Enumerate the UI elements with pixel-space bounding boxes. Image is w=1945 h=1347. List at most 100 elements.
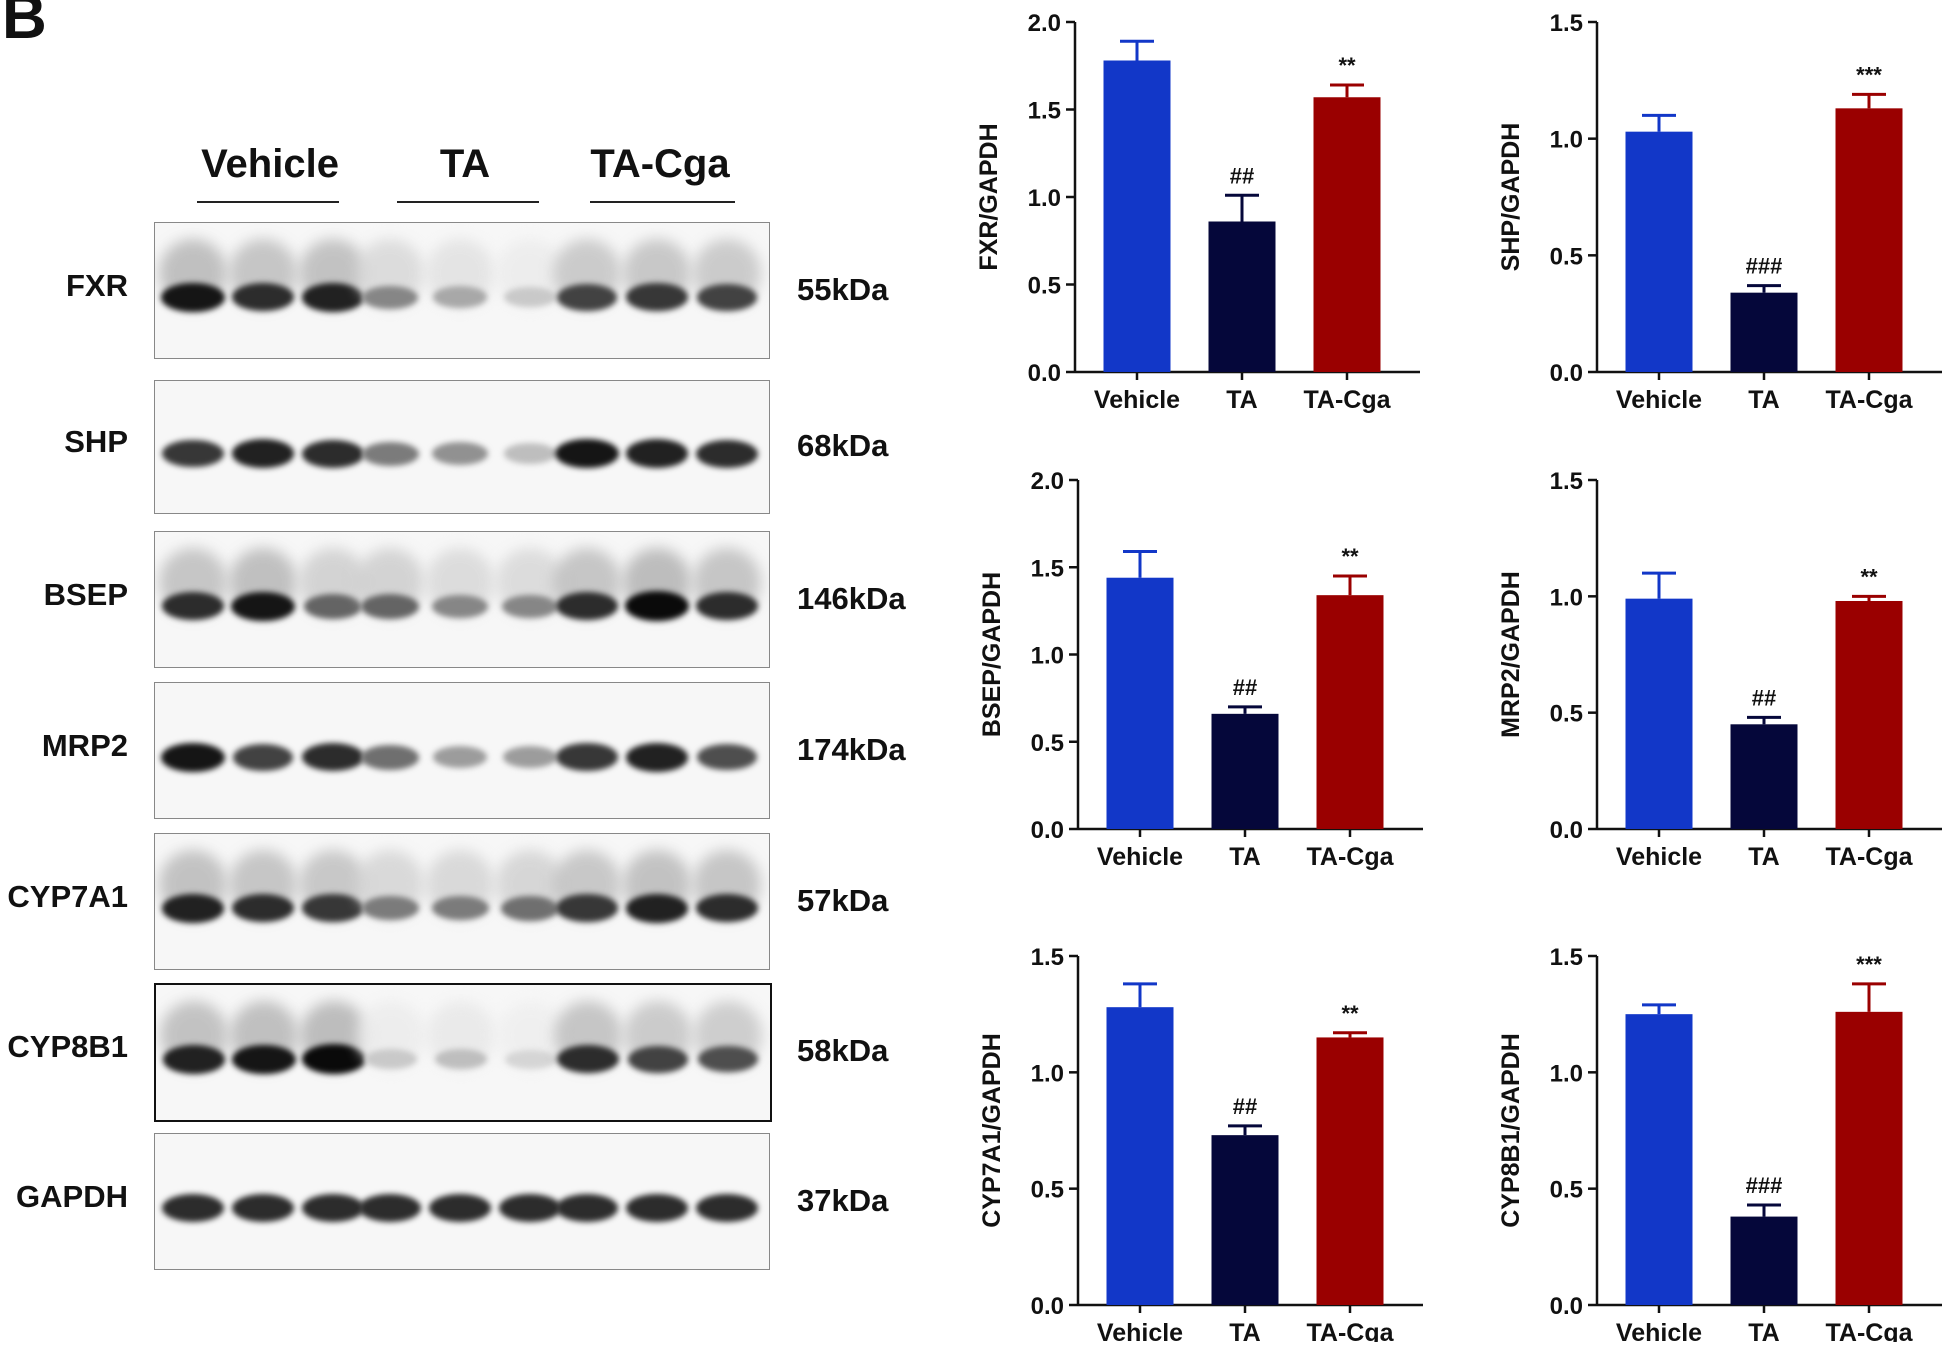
bar-ta-cga [1835,108,1903,372]
y-tick-label: 0.5 [1031,1177,1064,1204]
y-tick-label: 0.0 [1550,360,1583,387]
protein-band [696,592,758,621]
protein-band [232,1194,294,1223]
protein-band [499,1194,561,1223]
y-tick-label: 2.0 [1028,10,1061,37]
bar-ta [1730,292,1798,372]
y-tick-label: 0.5 [1550,1177,1583,1204]
protein-label-gapdh: GAPDH [16,1178,128,1214]
bar-ta-cga [1835,1011,1903,1305]
y-tick-label: 0.0 [1550,1293,1583,1320]
protein-band [302,894,364,923]
bar-vehicle [1625,1014,1693,1305]
protein-band [503,287,557,308]
protein-band [232,894,294,923]
protein-band [502,746,558,769]
y-tick-label: 1.0 [1028,185,1061,212]
bar-ta-cga [1835,600,1903,829]
protein-band [697,744,757,771]
y-axis-label: SHP/GAPDH [1497,123,1525,272]
significance-marker: ** [1341,1001,1359,1026]
protein-band [361,744,419,770]
protein-band [556,592,618,621]
bar-chart-mrp2: 0.0 0.5 1.0 1.5 MRP2/GAPDH Vehicle ## TA ** TA-Cg… [1497,468,1942,871]
protein-band [429,1194,491,1223]
x-tick-label: TA-Cga [1306,1319,1394,1342]
blot-row-cyp7a1: CYP7A1 57kDa [0,833,960,970]
protein-label-fxr: FXR [66,267,128,303]
x-tick-label: Vehicle [1616,1319,1702,1342]
protein-band [434,1049,488,1070]
y-tick-label: 1.5 [1031,944,1064,971]
protein-band [431,594,489,618]
molecular-weight-label-cyp8b1: 58kDa [797,1032,889,1068]
bar-ta [1211,1135,1279,1305]
protein-band [696,283,758,311]
significance-marker: *** [1856,62,1882,87]
y-tick-label: 0.5 [1031,730,1064,757]
molecular-weight-label-fxr: 55kDa [797,271,889,307]
panel-letter: B [2,0,47,52]
protein-band [696,1194,758,1223]
x-tick-label: Vehicle [1097,843,1183,871]
protein-band [625,591,689,622]
y-tick-label: 0.5 [1550,701,1583,728]
x-tick-label: TA-Cga [1306,843,1394,871]
protein-band [698,1046,758,1073]
y-tick-label: 1.5 [1028,98,1061,125]
significance-marker: *** [1856,952,1882,977]
bar-charts-svg: 0.0 0.5 1.0 1.5 2.0 FXR/GAPDH Vehicle ## TA ** TA-… [975,10,1942,1347]
bar-ta [1211,713,1279,829]
protein-band [505,1049,557,1069]
molecular-weight-label-bsep: 146kDa [797,580,906,616]
protein-label-bsep: BSEP [43,576,128,612]
blot-row-fxr: FXR 55kDa [0,222,960,359]
bar-chart-shp: 0.0 0.5 1.0 1.5 SHP/GAPDH Vehicle ### TA *** TA-C… [1497,10,1942,414]
molecular-weight-label-gapdh: 37kDa [797,1182,889,1218]
y-tick-label: 2.0 [1031,468,1064,495]
protein-band [696,894,758,923]
protein-band [162,439,224,468]
blot-row-gapdh: GAPDH 37kDa [0,1133,960,1270]
y-tick-label: 0.5 [1028,273,1061,300]
bar-ta-cga [1316,595,1384,829]
molecular-weight-label-mrp2: 174kDa [797,731,906,767]
protein-band [555,438,619,469]
protein-band [361,285,419,309]
protein-band [303,593,363,619]
protein-band [301,282,365,312]
molecular-weight-label-shp: 68kDa [797,428,889,463]
protein-band [359,1194,421,1223]
bar-ta [1730,724,1798,829]
protein-band [162,1194,224,1223]
significance-marker: ## [1233,1094,1257,1119]
y-axis-label: MRP2/GAPDH [1497,571,1525,738]
blot-row-bsep: BSEP 146kDa [0,531,960,668]
y-tick-label: 1.0 [1031,1060,1064,1087]
bar-ta [1208,221,1276,372]
significance-marker: ** [1860,564,1878,589]
y-tick-label: 1.5 [1550,944,1583,971]
group-underline-ta [397,201,539,203]
protein-band [501,594,559,618]
protein-band [556,283,618,311]
protein-band [625,439,689,468]
group-label-ta: TA [439,142,491,186]
protein-band [161,282,225,312]
x-tick-label: TA [1229,843,1260,871]
protein-band [360,593,420,619]
protein-band [432,746,488,769]
protein-band [432,442,488,465]
protein-band [625,742,689,772]
significance-marker: ## [1230,163,1254,188]
protein-band [503,443,557,464]
y-axis-label: BSEP/GAPDH [978,572,1006,737]
blot-row-shp: SHP 68kDa [0,380,960,514]
blot-image-fxr [154,222,770,359]
blot-row-cyp8b1: CYP8B1 58kDa [0,983,960,1122]
y-tick-label: 0.0 [1550,817,1583,844]
protein-label-shp: SHP [64,424,128,459]
y-tick-label: 1.5 [1550,10,1583,37]
protein-band [431,896,489,921]
x-tick-label: TA [1226,386,1257,414]
